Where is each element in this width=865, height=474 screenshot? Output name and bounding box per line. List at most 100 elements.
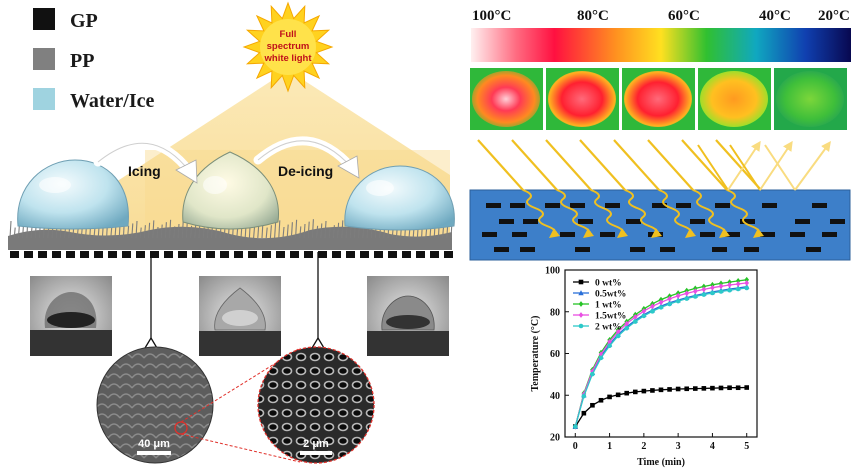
- data-point: [650, 309, 655, 314]
- scale-label-40um: 40 μm: [138, 438, 170, 450]
- pp-spike: [328, 227, 331, 239]
- data-point: [590, 371, 595, 377]
- y-tick-label: 40: [550, 391, 560, 402]
- data-point: [718, 289, 724, 294]
- droplet-water: [17, 159, 129, 230]
- data-point: [667, 301, 672, 307]
- data-point: [692, 288, 698, 295]
- sem-image-high-mag: 2 μm: [257, 346, 375, 464]
- gp-dash: [24, 251, 33, 258]
- x-tick-label: 1: [607, 441, 612, 452]
- reflected-ray: [759, 140, 793, 191]
- pp-spike: [332, 225, 335, 239]
- data-point: [744, 285, 750, 291]
- legend-item-water-ice: Water/Ice: [33, 88, 155, 112]
- thermal-image-5: [774, 68, 847, 130]
- data-point: [701, 283, 707, 290]
- pp-spike: [164, 222, 167, 239]
- data-point: [692, 285, 698, 292]
- gp-particle: [822, 232, 837, 237]
- pp-spike: [152, 220, 155, 239]
- data-point: [667, 387, 672, 392]
- absorbed-ray: [624, 189, 663, 239]
- pp-spike: [30, 226, 33, 239]
- gp-dash: [430, 251, 439, 258]
- incident-ray: [613, 139, 660, 191]
- pp-spike: [282, 226, 285, 239]
- pp-spike: [311, 219, 314, 239]
- gp-particle: [523, 219, 538, 224]
- legend-label: 0 wt%: [595, 279, 622, 289]
- pp-spike: [341, 220, 344, 239]
- incident-light-rays: [477, 139, 765, 239]
- gp-particle: [676, 203, 691, 208]
- data-point: [658, 387, 664, 393]
- gp-dash: [318, 251, 327, 258]
- pp-spike: [177, 223, 180, 239]
- thermal-image-4: [698, 68, 771, 130]
- x-tick-label: 2: [641, 441, 646, 452]
- gp-particle: [762, 203, 777, 208]
- y-tick-label: 20: [550, 433, 560, 444]
- data-point: [675, 292, 681, 299]
- thermal-image-2: [546, 68, 619, 130]
- scale-bar-40um: [137, 451, 171, 455]
- gp-particle: [812, 203, 827, 208]
- pp-spike: [9, 220, 12, 239]
- gp-particle: [520, 247, 535, 252]
- legend-entry: 1 wt%: [573, 301, 622, 311]
- pp-spike: [131, 223, 134, 239]
- gp-dash: [332, 251, 341, 258]
- colorbar-label-80: 80°C: [577, 8, 609, 24]
- y-tick-label: 60: [550, 349, 560, 360]
- data-point: [578, 290, 584, 296]
- colorbar-label-60: 60°C: [668, 8, 700, 24]
- data-point: [641, 388, 647, 394]
- gp-particle: [760, 232, 775, 237]
- pp-spike: [194, 223, 197, 239]
- incident-ray: [477, 139, 524, 191]
- legend-label-gp: GP: [70, 10, 98, 32]
- material-legend: GP PP Water/Ice: [33, 8, 155, 112]
- gp-dash: [220, 251, 229, 258]
- data-point: [632, 314, 638, 320]
- pp-surface: [8, 226, 452, 250]
- gp-particle: [652, 203, 667, 208]
- scale-bar-2um: [300, 451, 332, 455]
- gp-particle: [790, 232, 805, 237]
- gp-dash: [52, 251, 61, 258]
- pp-spike: [345, 226, 348, 239]
- data-point: [650, 303, 655, 310]
- gp-particle: [605, 203, 620, 208]
- gp-particle: [725, 232, 740, 237]
- pp-spike: [278, 220, 281, 239]
- data-point: [615, 392, 621, 398]
- temperature-time-chart: 20 40 60 80 100 0 1 2 3 4 5 Time (min) Temperature (…: [530, 266, 758, 468]
- pp-spike: [269, 225, 272, 239]
- sun-disc: [260, 19, 316, 75]
- gp-dash: [38, 251, 47, 258]
- gp-dash: [374, 251, 383, 258]
- gp-dash: [304, 251, 313, 258]
- incident-ray: [681, 139, 728, 191]
- gp-dash: [276, 251, 285, 258]
- data-point: [581, 410, 587, 416]
- data-point: [675, 386, 681, 392]
- pp-spike: [143, 225, 146, 239]
- gp-dash: [444, 251, 453, 258]
- legend-item-gp: GP: [33, 8, 98, 32]
- absorbed-ray: [726, 189, 765, 239]
- legend-label: 2 wt%: [595, 323, 622, 333]
- pp-spike: [303, 223, 306, 239]
- data-point: [578, 279, 584, 285]
- incident-ray: [729, 144, 761, 191]
- gp-particle: [744, 247, 759, 252]
- data-point: [598, 397, 604, 403]
- data-point: [710, 281, 715, 288]
- data-point: [744, 276, 750, 283]
- temperature-colorbar: 100°C 80°C 60°C 40°C 20°C: [471, 8, 851, 62]
- colorbar-label-20: 20°C: [818, 8, 850, 24]
- gp-particle: [510, 203, 525, 208]
- pp-spike: [253, 225, 256, 239]
- absorption-schematic: [469, 139, 851, 261]
